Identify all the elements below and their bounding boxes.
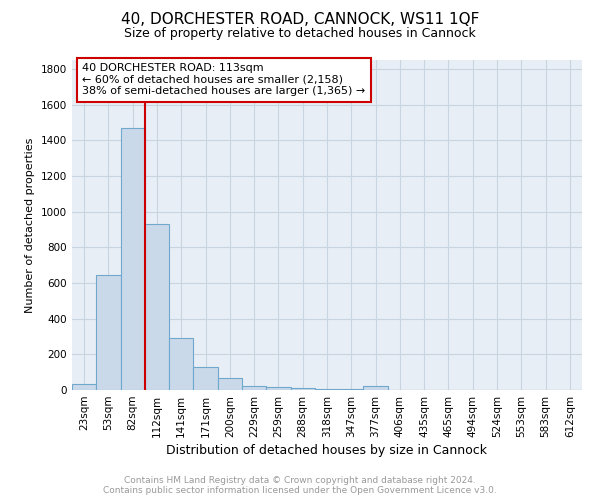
Bar (242, 386, 266, 390)
Bar (266, 388, 290, 390)
Bar (121, 128, 145, 390)
X-axis label: Distribution of detached houses by size in Cannock: Distribution of detached houses by size … (167, 444, 487, 457)
Bar (290, 388, 315, 390)
Bar (145, 224, 169, 390)
Text: Contains HM Land Registry data © Crown copyright and database right 2024.
Contai: Contains HM Land Registry data © Crown c… (103, 476, 497, 495)
Text: 40, DORCHESTER ROAD, CANNOCK, WS11 1QF: 40, DORCHESTER ROAD, CANNOCK, WS11 1QF (121, 12, 479, 28)
Bar (193, 367, 218, 390)
Text: Size of property relative to detached houses in Cannock: Size of property relative to detached ho… (124, 28, 476, 40)
Bar (364, 386, 388, 390)
Y-axis label: Number of detached properties: Number of detached properties (25, 138, 35, 312)
Bar (315, 389, 339, 390)
Bar (72, 384, 96, 390)
Bar (339, 389, 364, 390)
Bar (218, 378, 242, 390)
Text: 40 DORCHESTER ROAD: 113sqm
← 60% of detached houses are smaller (2,158)
38% of s: 40 DORCHESTER ROAD: 113sqm ← 60% of deta… (82, 64, 365, 96)
Bar (96, 275, 121, 390)
Bar (169, 338, 193, 390)
